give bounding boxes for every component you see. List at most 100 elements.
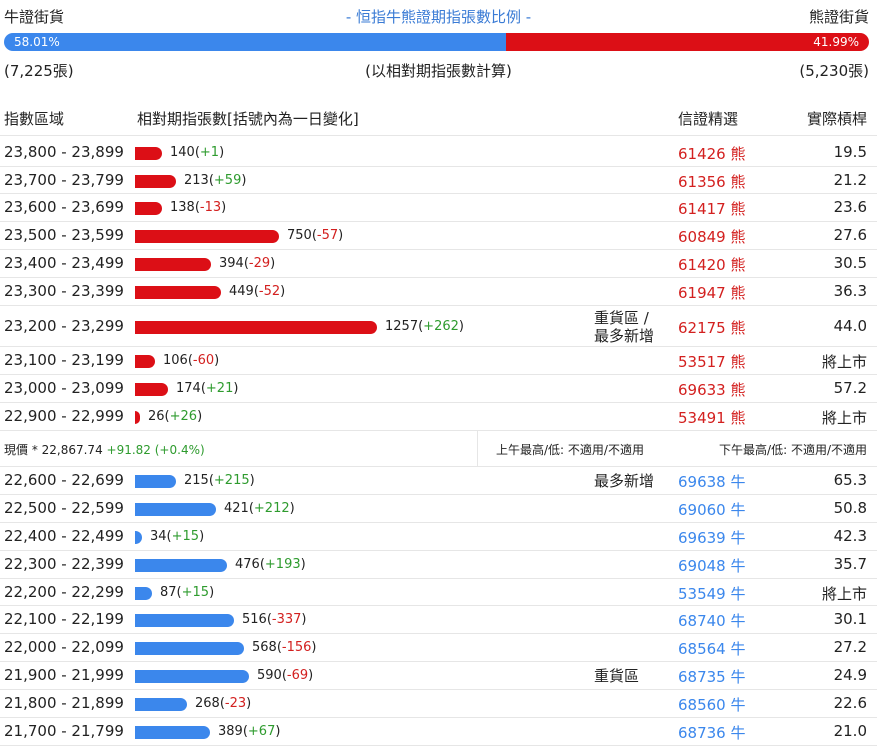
bear-volume-bar [135,174,176,188]
volume-count: 140(+1) [170,145,225,160]
bear-ratio-segment: 41.99% [505,33,869,51]
column-header-pick: 信證精選 [678,110,739,128]
index-range: 21,900 - 21,999 [4,666,124,684]
bull-volume-bar [135,503,216,516]
volume-change: +15 [171,529,200,544]
volume-count: 568(-156) [252,640,317,655]
effective-leverage: 44.0 [833,316,867,335]
index-range: 23,500 - 23,599 [4,226,124,244]
volume-value: 394 [219,256,244,271]
bear-volume-bar [135,411,140,424]
bull-warrant-code-link[interactable]: 53549 牛 [678,584,746,603]
bear-volume-bar [135,320,377,334]
volume-change: -69 [286,668,309,683]
effective-leverage: 42.3 [833,527,867,545]
effective-leverage: 21.2 [833,170,867,189]
volume-value: 389 [218,724,243,739]
index-range: 21,700 - 21,799 [4,722,124,740]
bull-warrant-code-link[interactable]: 68736 牛 [678,724,746,742]
bull-volume-bar [135,559,227,572]
table-row: 23,000 - 23,099 174(+21) 69633 熊 57.2 [0,375,877,403]
spot-price-change: +91.82 (+0.4%) [106,443,205,457]
table-row: 21,900 - 21,999 590(-69) 重貨區 68735 牛 24.9 [0,662,877,690]
bear-volume-bar [135,202,162,215]
bull-warrant-code-link[interactable]: 69639 牛 [678,529,746,547]
zone-note: 重貨區 / 最多新增 [594,309,654,345]
bull-warrant-code-link[interactable]: 69638 牛 [678,473,746,491]
bear-volume-bar [135,230,279,243]
bull-warrant-code-link[interactable]: 68564 牛 [678,640,746,658]
volume-change: -23 [224,696,247,711]
volume-value: 568 [252,640,277,655]
table-row: 23,200 - 23,299 1257(+262) 重貨區 / 最多新增 62175 … [0,306,877,347]
volume-value: 516 [242,612,267,627]
table-row: 23,300 - 23,399 449(-52) 61947 熊 36.3 [0,278,877,306]
volume-value: 87 [160,584,177,600]
bull-warrant-code-link[interactable]: 68560 牛 [678,696,746,714]
bull-warrant-code-link[interactable]: 68735 牛 [678,668,746,686]
bear-warrant-code-link[interactable]: 53517 熊 [678,353,746,371]
bear-warrant-code-link[interactable]: 62175 熊 [678,318,746,337]
volume-value: 1257 [385,318,419,334]
table-row: 23,600 - 23,699 138(-13) 61417 熊 23.6 [0,194,877,222]
index-range: 23,200 - 23,299 [4,316,124,335]
table-row: 22,100 - 22,199 516(-337) 68740 牛 30.1 [0,606,877,634]
volume-change: +193 [264,557,301,572]
effective-leverage: 35.7 [833,555,867,573]
bull-warrant-code-link[interactable]: 68740 牛 [678,612,746,630]
effective-leverage: 將上市 [821,353,867,371]
effective-leverage: 30.1 [833,610,867,628]
spot-divider [477,431,478,467]
volume-count: 1257(+262) [385,318,464,334]
contract-counts: (7,225張) (以相對期指張數計算) (5,230張) [0,60,877,82]
volume-change: +1 [199,145,220,160]
volume-count: 106(-60) [163,353,220,368]
volume-count: 268(-23) [195,696,252,711]
table-row: 22,900 - 22,999 26(+26) 53491 熊 將上市 [0,403,877,431]
bear-warrant-code-link[interactable]: 61356 熊 [678,172,746,191]
table-row: 22,300 - 22,399 476(+193) 69048 牛 35.7 [0,551,877,579]
index-range: 22,200 - 22,299 [4,582,124,601]
volume-change: -13 [199,200,222,215]
bear-warrant-code-link[interactable]: 53491 熊 [678,409,746,427]
bear-warrant-code-link[interactable]: 61947 熊 [678,284,746,302]
zone-note: 最多新增 [594,472,654,490]
volume-value: 174 [176,381,201,396]
spot-price-row: 現價 * 22,867.74 +91.82 (+0.4%) 上午最高/低: 不適… [0,431,877,467]
effective-leverage: 65.3 [833,471,867,489]
volume-count: 26(+26) [148,409,203,424]
volume-value: 215 [184,473,209,488]
zone-note-line: 重貨區 [594,667,640,685]
volume-count: 394(-29) [219,256,276,271]
volume-count: 138(-13) [170,200,227,215]
volume-value: 750 [287,228,312,243]
index-range: 22,600 - 22,699 [4,471,124,489]
bear-warrant-code-link[interactable]: 61417 熊 [678,200,746,218]
table-row: 22,200 - 22,299 87(+15) 53549 牛 將上市 [0,579,877,606]
index-range: 22,900 - 22,999 [4,407,124,425]
index-range: 22,300 - 22,399 [4,555,124,573]
bull-warrant-code-link[interactable]: 69060 牛 [678,501,746,519]
bear-warrant-code-link[interactable]: 61426 熊 [678,145,746,163]
table-row: 23,500 - 23,599 750(-57) 60849 熊 27.6 [0,222,877,250]
volume-count: 590(-69) [257,668,314,683]
bear-warrant-code-link[interactable]: 61420 熊 [678,256,746,274]
bull-warrant-code-link[interactable]: 69048 牛 [678,557,746,575]
volume-change: -57 [316,228,339,243]
volume-change: +212 [253,501,290,516]
volume-count: 421(+212) [224,501,295,516]
volume-value: 106 [163,353,188,368]
volume-change: +67 [247,724,276,739]
effective-leverage: 19.5 [833,143,867,161]
volume-value: 449 [229,284,254,299]
volume-count: 34(+15) [150,529,205,544]
volume-change: +21 [205,381,234,396]
table-header: 指數區域 相對期指張數[括號內為一日變化] 信證精選 實際槓桿 [0,108,877,136]
bear-volume-bar [135,258,211,271]
table-row: 21,700 - 21,799 389(+67) 68736 牛 21.0 [0,718,877,746]
volume-count: 389(+67) [218,724,281,739]
bear-warrant-code-link[interactable]: 60849 熊 [678,228,746,246]
bear-warrant-code-link[interactable]: 69633 熊 [678,381,746,399]
bull-contract-count: (7,225張) [4,62,74,80]
page-title: - 恒指牛熊證期指張數比例 - [345,8,532,26]
